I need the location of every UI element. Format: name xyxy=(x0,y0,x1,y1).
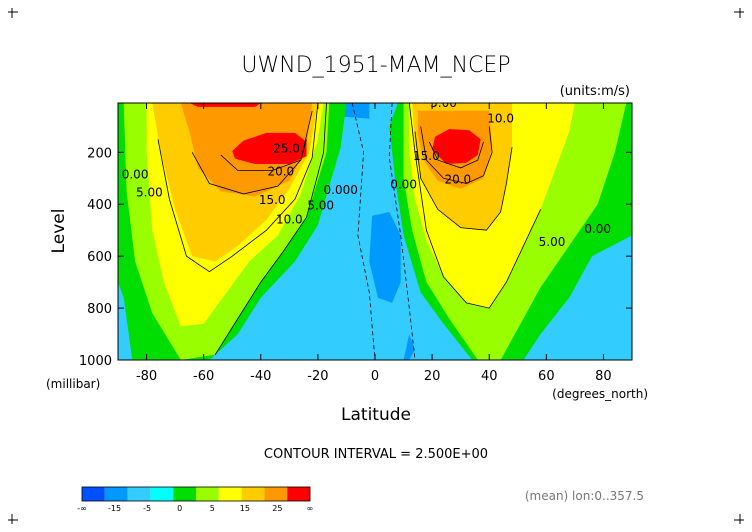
colorbar-label-0: -∞ xyxy=(77,504,87,513)
contour-label-3: 10.0 xyxy=(276,213,303,227)
contour-line-4 xyxy=(408,103,541,309)
y-axis-ticks: 200 400 600 800 1000 xyxy=(79,146,632,369)
y-tick-label-2: 600 xyxy=(87,250,112,265)
y-axis-label: Level xyxy=(49,209,69,254)
colorbar-swatch-0 xyxy=(82,487,105,501)
contour-lines xyxy=(157,103,541,360)
colorbar-swatch-2 xyxy=(127,487,151,501)
x-tick-label-7: 60 xyxy=(538,369,555,384)
contour-labels: 25.020.015.010.05.000.0000.005.005.0010.… xyxy=(122,96,611,249)
y-tick-label-1: 400 xyxy=(87,198,112,213)
x-tick-label-8: 80 xyxy=(595,369,612,384)
colorbar-label-3: 0 xyxy=(177,504,182,513)
x-tick-label-2: -40 xyxy=(250,369,271,384)
x-tick-label-1: -60 xyxy=(193,369,214,384)
contour-label-9: 10.0 xyxy=(487,112,514,126)
y-tick-label-3: 800 xyxy=(87,302,112,317)
colorbar-swatch-8 xyxy=(264,487,288,501)
zero-contour-line-0 xyxy=(351,103,376,360)
contour-line-0 xyxy=(214,103,327,356)
contour-fill-1 xyxy=(369,212,401,303)
zero-contour-line-1 xyxy=(388,103,416,360)
contour-label-6: 0.00 xyxy=(122,167,149,181)
colorbar-swatch-1 xyxy=(104,487,128,501)
colorbar-label-7: ∞ xyxy=(307,504,314,513)
colorbar-swatch-6 xyxy=(218,487,242,501)
colorbar-frame xyxy=(81,486,311,502)
colorbar-swatch-5 xyxy=(196,487,219,501)
x-tick-label-3: -20 xyxy=(307,369,328,384)
chart-title: UWND_1951-MAM_NCEP xyxy=(241,53,510,78)
contour-label-7: 5.00 xyxy=(136,186,163,200)
contour-fill-8 xyxy=(232,132,307,164)
contour-line-3 xyxy=(220,139,307,171)
colorbar-label-4: 5 xyxy=(210,504,215,513)
contour-fill-2 xyxy=(403,334,415,360)
contour-interval-text: CONTOUR INTERVAL = 2.500E+00 xyxy=(264,447,488,462)
plot-area: 25.020.015.010.05.000.0000.005.005.0010.… xyxy=(118,96,632,360)
x-tick-label-6: 40 xyxy=(481,369,498,384)
x-tick-label-4: 0 xyxy=(371,369,379,384)
contour-label-1: 20.0 xyxy=(267,165,294,179)
x-tick-label-0: -80 xyxy=(136,369,157,384)
contour-label-8: 5.00 xyxy=(430,96,457,110)
contour-line-5 xyxy=(414,131,513,231)
crop-marks xyxy=(8,8,744,524)
contour-label-2: 15.0 xyxy=(259,193,286,207)
x-axis-label: Latitude xyxy=(341,405,411,425)
colorbar-swatch-7 xyxy=(241,487,265,501)
x-units-label: (degrees_north) xyxy=(552,387,648,401)
colorbar-label-5: 15 xyxy=(240,504,250,513)
colorbar-swatch-9 xyxy=(287,487,310,501)
contour-line-6 xyxy=(420,126,493,184)
contour-label-14: 0.00 xyxy=(584,222,611,236)
contour-label-10: 15.0 xyxy=(413,149,440,163)
contour-label-12: 0.00 xyxy=(390,178,417,192)
contour-line-1 xyxy=(157,103,319,273)
contour-label-5: 0.000 xyxy=(324,183,358,197)
contour-fill-9 xyxy=(189,103,261,107)
y-units-label: (millibar) xyxy=(46,377,100,391)
contour-label-11: 20.0 xyxy=(444,173,471,187)
colorbar-label-1: -15 xyxy=(108,504,121,513)
contour-fills xyxy=(118,103,632,360)
contour-label-0: 25.0 xyxy=(273,141,300,155)
colorbar: -∞ -15 -5 0 5 15 25 ∞ xyxy=(77,486,314,513)
y-tick-label-4: 1000 xyxy=(79,354,112,369)
colorbar-swatch-3 xyxy=(150,487,174,501)
colorbar-label-2: -5 xyxy=(143,504,151,513)
contour-label-4: 5.00 xyxy=(307,198,334,212)
footnote: (mean) lon:0..357.5 xyxy=(525,489,644,503)
contour-fill-15 xyxy=(432,129,481,164)
x-axis-ticks: -80 -60 -40 -20 0 20 40 60 80 xyxy=(136,103,612,384)
y-tick-label-0: 200 xyxy=(87,146,112,161)
contour-line-7 xyxy=(428,141,484,169)
units-label: (units:m/s) xyxy=(560,84,630,99)
x-tick-label-5: 20 xyxy=(424,369,441,384)
contour-label-13: 5.00 xyxy=(539,235,566,249)
colorbar-swatch-4 xyxy=(173,487,196,501)
colorbar-label-6: 25 xyxy=(272,504,282,513)
